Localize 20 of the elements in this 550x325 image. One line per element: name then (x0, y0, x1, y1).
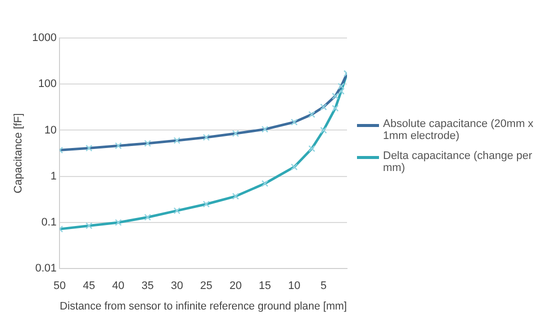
x-tick-label: 5 (320, 280, 327, 292)
x-tick-label: 25 (200, 280, 212, 292)
legend-label: Absolute capacitance (20mm x 1mm electrode) (383, 118, 534, 142)
x-tick-label: 50 (54, 280, 66, 292)
y-tick-label: 100 (38, 78, 57, 90)
legend-label: Delta capacitance (change per mm) (383, 150, 534, 174)
y-axis-title: Capacitance [fF] (12, 113, 25, 194)
x-axis-title: Distance from sensor to infinite reference ground plane [mm] (60, 300, 347, 312)
x-tick-label: 40 (112, 280, 124, 292)
x-tick-label: 15 (258, 280, 272, 292)
y-tick-label: 0.1 (41, 216, 57, 229)
x-tick-label: 30 (170, 280, 184, 292)
y-tick-label: 10 (44, 124, 57, 136)
y-tick-label: 1 (50, 170, 57, 182)
y-tick-label: 0.01 (35, 262, 57, 275)
y-tick-label: 1000 (32, 32, 57, 44)
x-tick-label: 45 (82, 280, 96, 292)
x-tick-label: 10 (288, 280, 300, 292)
x-tick-label: 20 (229, 280, 242, 292)
x-tick-label: 35 (142, 280, 154, 292)
